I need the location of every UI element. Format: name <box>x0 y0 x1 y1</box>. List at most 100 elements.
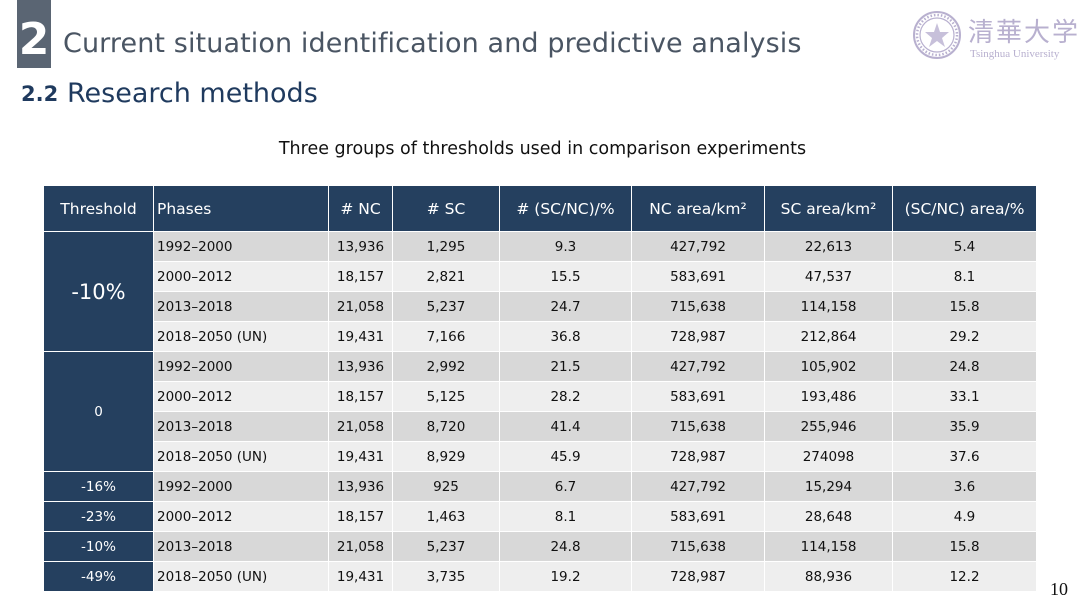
threshold-cell: -10% <box>43 231 154 352</box>
table-row: 2013–2018 21,058 5,237 24.7 715,638 114,158 15… <box>44 291 1037 322</box>
table-cell: 583,691 <box>631 261 765 292</box>
table-cell: 715,638 <box>631 291 765 322</box>
threshold-table-container: Threshold Phases # NC # SC # (SC/NC)/% NC are… <box>43 185 1037 592</box>
table-cell: 1,295 <box>392 231 500 262</box>
table-row: 0 1992–2000 13,936 2,992 21.5 427,792 105,902 2… <box>43 351 1037 472</box>
column-header: Threshold <box>43 185 154 232</box>
table-row: -10% 2013–2018 21,058 5,237 24.8 715,638 114,1… <box>43 531 1037 562</box>
table-cell: 114,158 <box>764 291 893 322</box>
table-cell: 3,735 <box>392 561 500 592</box>
table-cell: 41.4 <box>499 411 632 442</box>
phase-cell: 2018–2050 (UN) <box>153 561 329 592</box>
logo-chinese-text: 清華大学 <box>968 18 1080 48</box>
table-row: 2018–2050 (UN) 19,431 7,166 36.8 728,987 212,… <box>44 321 1037 352</box>
table-cell: 29.2 <box>892 321 1037 352</box>
table-cell: 19,431 <box>328 441 393 472</box>
table-cell: 15,294 <box>764 471 893 502</box>
threshold-cell: -49% <box>43 561 154 592</box>
phase-cell: 2000–2012 <box>153 501 329 532</box>
page-number: 10 <box>1050 579 1068 599</box>
table-row: -23% 2000–2012 18,157 1,463 8.1 583,691 28,648… <box>43 501 1037 532</box>
table-cell: 21,058 <box>328 411 393 442</box>
table-cell: 2,992 <box>392 351 500 382</box>
table-cell: 4.9 <box>892 501 1037 532</box>
table-cell: 728,987 <box>631 321 765 352</box>
table-cell: 13,936 <box>328 231 393 262</box>
table-cell: 13,936 <box>328 351 393 382</box>
table-cell: 5.4 <box>892 231 1037 262</box>
table-row: -49% 2018–2050 (UN) 19,431 3,735 19.2 728,987… <box>43 561 1037 592</box>
table-cell: 19,431 <box>328 561 393 592</box>
table-cell: 1,463 <box>392 501 500 532</box>
table-cell: 427,792 <box>631 351 765 382</box>
university-logo: 清華大学 Tsinghua University <box>912 10 1078 66</box>
table-cell: 5,125 <box>392 381 500 412</box>
phase-cell: 1992–2000 <box>153 231 329 262</box>
table-cell: 19.2 <box>499 561 632 592</box>
section-title: Current situation identification and pre… <box>63 28 802 59</box>
table-cell: 45.9 <box>499 441 632 472</box>
table-row: -10% 1992–2000 13,936 1,295 9.3 427,792 22,613… <box>43 231 1037 352</box>
table-cell: 88,936 <box>764 561 893 592</box>
table-cell: 8,929 <box>392 441 500 472</box>
table-cell: 19,431 <box>328 321 393 352</box>
university-seal-icon <box>913 11 961 59</box>
table-cell: 24.7 <box>499 291 632 322</box>
table-cell: 47,537 <box>764 261 893 292</box>
threshold-cell: -23% <box>43 501 154 532</box>
table-cell: 212,864 <box>764 321 893 352</box>
table-cell: 24.8 <box>499 531 632 562</box>
table-cell: 5,237 <box>392 531 500 562</box>
table-cell: 18,157 <box>328 261 393 292</box>
table-row: 2000–2012 18,157 5,125 28.2 583,691 193,486 33… <box>44 381 1037 412</box>
table-cell: 8.1 <box>892 261 1037 292</box>
table-cell: 9.3 <box>499 231 632 262</box>
table-cell: 22,613 <box>764 231 893 262</box>
phase-cell: 2000–2012 <box>153 381 329 412</box>
table-cell: 21,058 <box>328 531 393 562</box>
table-cell: 583,691 <box>631 501 765 532</box>
phase-cell: 1992–2000 <box>153 471 329 502</box>
threshold-table: Threshold Phases # NC # SC # (SC/NC)/% NC are… <box>43 185 1037 592</box>
table-cell: 28.2 <box>499 381 632 412</box>
table-cell: 18,157 <box>328 501 393 532</box>
table-cell: 715,638 <box>631 531 765 562</box>
column-header: SC area/km² <box>764 185 893 232</box>
table-cell: 28,648 <box>764 501 893 532</box>
table-cell: 114,158 <box>764 531 893 562</box>
table-cell: 33.1 <box>892 381 1037 412</box>
logo-english-text: Tsinghua University <box>970 48 1060 60</box>
table-cell: 13,936 <box>328 471 393 502</box>
table-row: 2013–2018 21,058 8,720 41.4 715,638 255,946 35… <box>44 411 1037 442</box>
column-header: NC area/km² <box>631 185 765 232</box>
threshold-cell: -10% <box>43 531 154 562</box>
table-cell: 21.5 <box>499 351 632 382</box>
table-cell: 6.7 <box>499 471 632 502</box>
table-cell: 21,058 <box>328 291 393 322</box>
table-cell: 15.8 <box>892 531 1037 562</box>
table-cell: 925 <box>392 471 500 502</box>
table-row: 2000–2012 18,157 2,821 15.5 583,691 47,537 8.1 <box>44 261 1037 292</box>
column-header: Phases <box>153 185 329 232</box>
table-caption: Three groups of thresholds used in compa… <box>278 139 807 159</box>
section-number-badge: 2 <box>17 0 51 68</box>
table-row: 2018–2050 (UN) 19,431 8,929 45.9 728,987 2740… <box>44 441 1037 472</box>
table-cell: 105,902 <box>764 351 893 382</box>
table-row: -16% 1992–2000 13,936 925 6.7 427,792 15,294 3.… <box>43 471 1037 502</box>
table-cell: 24.8 <box>892 351 1037 382</box>
table-cell: 427,792 <box>631 231 765 262</box>
column-header: # (SC/NC)/% <box>499 185 632 232</box>
table-cell: 5,237 <box>392 291 500 322</box>
table-cell: 427,792 <box>631 471 765 502</box>
column-header: # SC <box>392 185 500 232</box>
table-header-row: Threshold Phases # NC # SC # (SC/NC)/% NC are… <box>43 185 1037 232</box>
table-body: -10% 1992–2000 13,936 1,295 9.3 427,792 22,613… <box>43 231 1037 592</box>
table-cell: 2,821 <box>392 261 500 292</box>
phase-cell: 2013–2018 <box>153 531 329 562</box>
table-cell: 36.8 <box>499 321 632 352</box>
threshold-cell: 0 <box>43 351 154 472</box>
table-cell: 35.9 <box>892 411 1037 442</box>
table-cell: 37.6 <box>892 441 1037 472</box>
table-cell: 18,157 <box>328 381 393 412</box>
threshold-cell: -16% <box>43 471 154 502</box>
